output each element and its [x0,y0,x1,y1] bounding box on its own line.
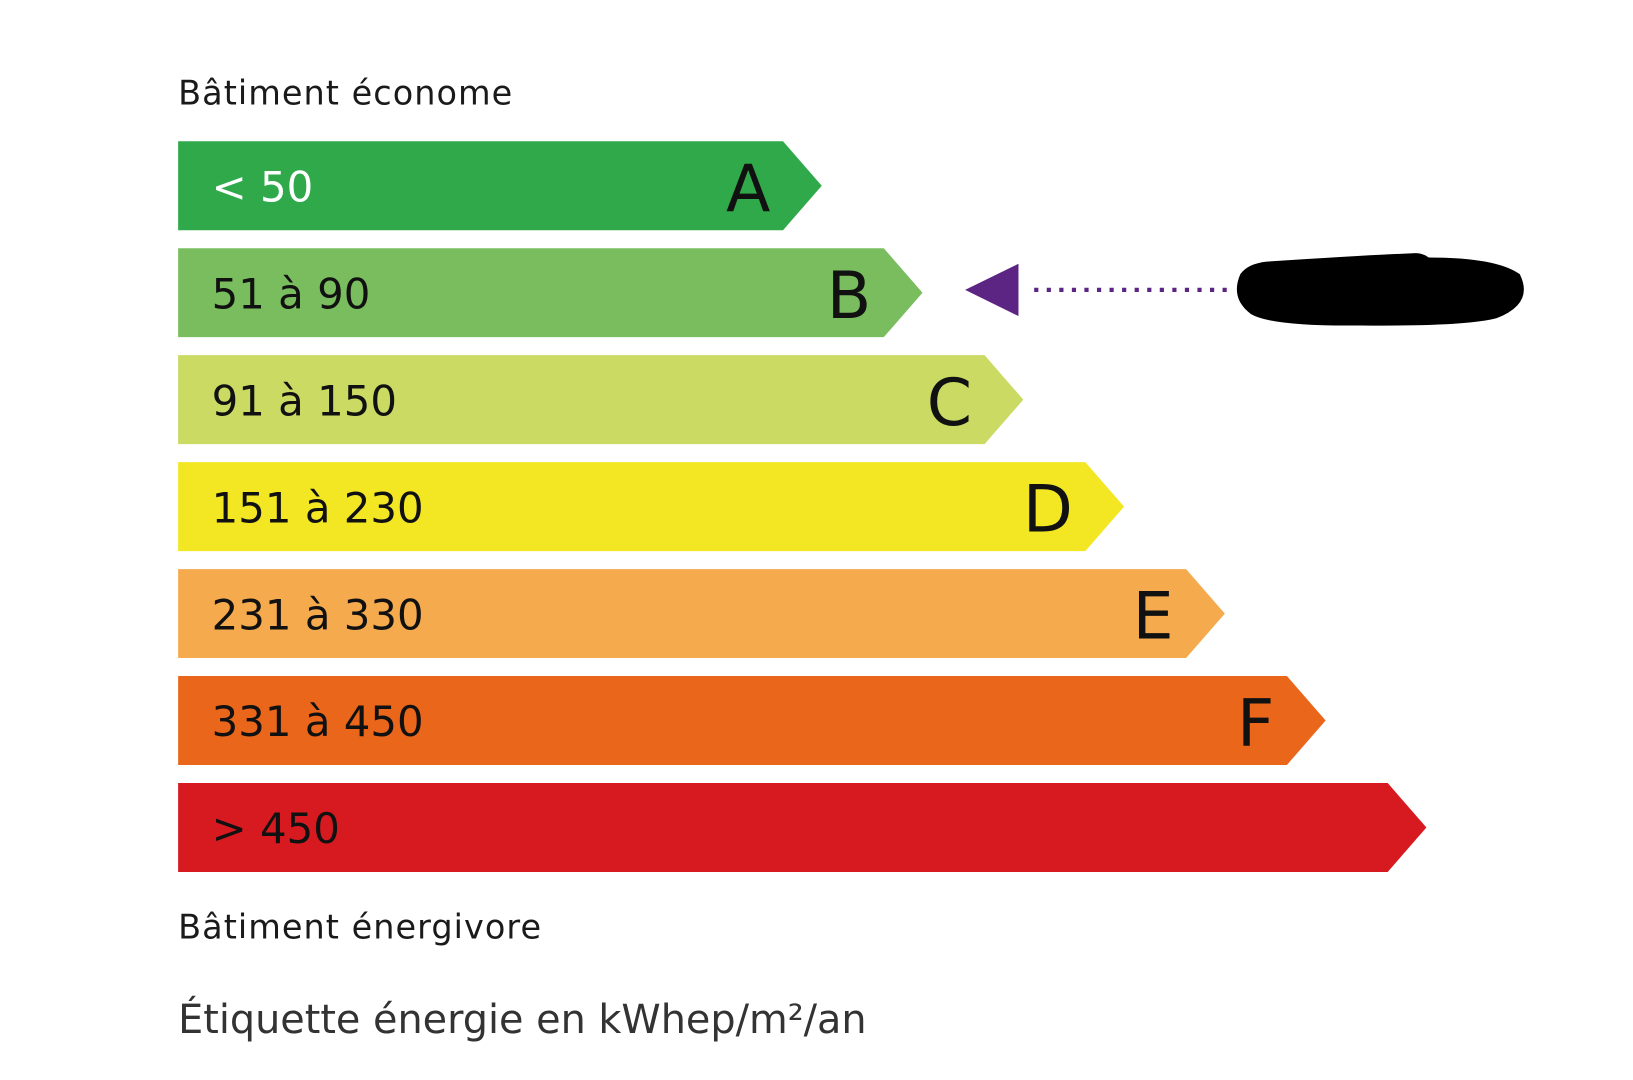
header-top: Bâtiment économe [178,74,513,113]
class-range: 151 à 230 [212,483,424,532]
class-range: 91 à 150 [212,376,397,425]
indicator-arrow [965,253,1524,326]
class-range: > 450 [212,804,340,853]
class-range: < 50 [212,162,314,211]
class-bar [178,783,1427,872]
class-range: 51 à 90 [212,269,371,318]
energy-class-d: 151 à 230 D [178,462,1125,552]
header-bottom: Bâtiment énergivore [178,908,542,947]
class-bar [178,462,1125,552]
class-bar [178,676,1326,765]
class-bar [178,569,1225,659]
class-bar [178,248,923,338]
class-bar [178,355,1024,445]
unit-label: Étiquette énergie en kWhep/m²/an [178,996,866,1043]
redacted-value-blob [1236,253,1524,326]
class-letter: B [827,259,872,334]
energy-class-e: 231 à 330 E [178,569,1225,659]
class-letter: D [1023,473,1073,548]
indicator-triangle-icon [965,263,1019,317]
class-range: 231 à 330 [212,590,424,639]
energy-class-a: < 50 A [178,141,822,231]
class-letter: C [927,366,972,441]
class-letter: E [1133,580,1174,655]
class-letter: A [726,152,770,227]
energy-class-c: 91 à 150 C [178,355,1024,445]
class-range: 331 à 450 [212,697,424,746]
energy-class-g: > 450 [178,783,1427,872]
energy-class-f: 331 à 450 F [178,676,1326,765]
class-letter: F [1237,687,1274,762]
energy-class-b: 51 à 90 B [178,248,923,338]
class-bar [178,141,822,231]
